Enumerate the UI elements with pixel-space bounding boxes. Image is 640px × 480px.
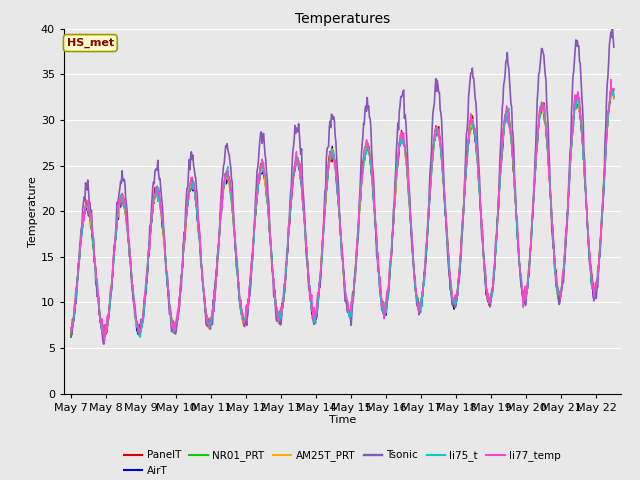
AirT bbox=[478, 230, 486, 236]
Y-axis label: Temperature: Temperature bbox=[28, 176, 38, 247]
PanelT bbox=[477, 212, 485, 218]
Tsonic bbox=[100, 341, 108, 347]
AirT bbox=[609, 87, 616, 93]
Tsonic bbox=[342, 293, 350, 299]
Line: AirT: AirT bbox=[71, 90, 614, 338]
Line: NR01_PRT: NR01_PRT bbox=[71, 90, 614, 336]
li77_temp bbox=[342, 292, 350, 298]
PanelT bbox=[186, 189, 193, 194]
li77_temp bbox=[607, 76, 614, 82]
Tsonic bbox=[610, 44, 618, 50]
PanelT bbox=[232, 251, 240, 257]
PanelT bbox=[608, 86, 616, 92]
AirT bbox=[567, 154, 575, 159]
li75_t bbox=[67, 327, 75, 333]
AM25T_PRT bbox=[585, 248, 593, 253]
Line: li75_t: li75_t bbox=[71, 91, 614, 337]
li77_temp bbox=[233, 255, 241, 261]
Tsonic bbox=[609, 23, 616, 28]
li77_temp bbox=[186, 182, 194, 188]
NR01_PRT bbox=[566, 165, 574, 170]
AirT bbox=[585, 252, 593, 257]
PanelT bbox=[610, 87, 618, 93]
X-axis label: Time: Time bbox=[329, 415, 356, 425]
PanelT bbox=[342, 293, 349, 299]
li75_t bbox=[608, 88, 616, 94]
AM25T_PRT bbox=[567, 152, 575, 157]
Tsonic bbox=[233, 264, 241, 270]
Tsonic bbox=[567, 143, 575, 148]
NR01_PRT bbox=[186, 189, 193, 195]
PanelT bbox=[566, 164, 574, 170]
Tsonic bbox=[585, 250, 593, 256]
Line: AM25T_PRT: AM25T_PRT bbox=[71, 90, 614, 339]
li77_temp bbox=[610, 85, 618, 91]
NR01_PRT bbox=[67, 334, 75, 339]
Tsonic bbox=[67, 325, 75, 331]
AirT bbox=[610, 94, 618, 99]
Line: Tsonic: Tsonic bbox=[71, 25, 614, 344]
Line: li77_temp: li77_temp bbox=[71, 79, 614, 342]
Legend: PanelT, AirT, NR01_PRT, AM25T_PRT, Tsonic, li75_t, li77_temp: PanelT, AirT, NR01_PRT, AM25T_PRT, Tsoni… bbox=[120, 446, 565, 480]
AM25T_PRT bbox=[186, 183, 194, 189]
AirT bbox=[67, 334, 75, 340]
AM25T_PRT bbox=[610, 95, 618, 100]
li75_t bbox=[585, 243, 593, 249]
li77_temp bbox=[67, 329, 75, 335]
PanelT bbox=[584, 233, 592, 239]
li77_temp bbox=[478, 216, 486, 222]
li75_t bbox=[186, 180, 194, 186]
AirT bbox=[186, 188, 194, 194]
li75_t bbox=[233, 256, 241, 262]
AM25T_PRT bbox=[233, 261, 241, 267]
AirT bbox=[342, 297, 350, 302]
Line: PanelT: PanelT bbox=[71, 89, 614, 335]
li75_t bbox=[567, 148, 575, 154]
AM25T_PRT bbox=[67, 329, 75, 335]
NR01_PRT bbox=[232, 250, 240, 256]
li77_temp bbox=[567, 154, 575, 159]
Text: HS_met: HS_met bbox=[67, 38, 114, 48]
NR01_PRT bbox=[342, 289, 349, 295]
Title: Temperatures: Temperatures bbox=[295, 12, 390, 26]
AM25T_PRT bbox=[609, 87, 616, 93]
NR01_PRT bbox=[584, 236, 592, 241]
PanelT bbox=[67, 332, 75, 338]
li75_t bbox=[342, 296, 350, 302]
AM25T_PRT bbox=[478, 227, 486, 232]
AirT bbox=[233, 266, 241, 272]
AM25T_PRT bbox=[342, 297, 350, 302]
li75_t bbox=[610, 90, 618, 96]
AM25T_PRT bbox=[100, 336, 108, 342]
li77_temp bbox=[100, 339, 108, 345]
li75_t bbox=[136, 335, 144, 340]
Tsonic bbox=[186, 167, 194, 172]
li75_t bbox=[478, 222, 486, 228]
li77_temp bbox=[585, 245, 593, 251]
AirT bbox=[99, 336, 107, 341]
NR01_PRT bbox=[477, 212, 485, 218]
NR01_PRT bbox=[610, 96, 618, 102]
NR01_PRT bbox=[608, 87, 616, 93]
Tsonic bbox=[478, 233, 486, 239]
